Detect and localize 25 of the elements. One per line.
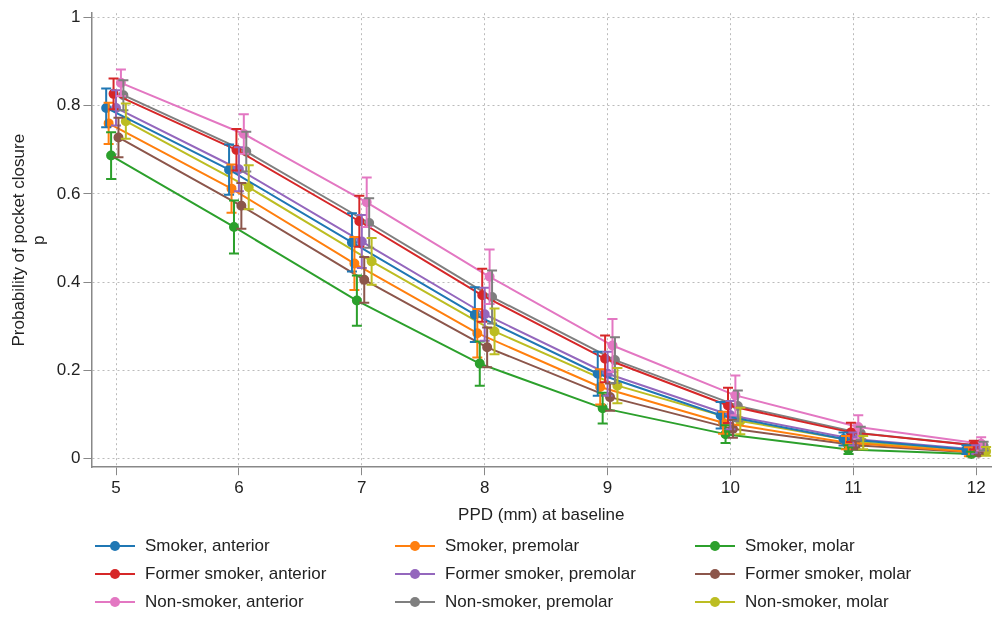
legend-label: Smoker, premolar <box>445 536 580 556</box>
legend-label: Non-smoker, molar <box>745 592 889 612</box>
x-tick-label: 12 <box>966 478 986 498</box>
y-tick-label: 0.2 <box>56 359 81 379</box>
legend-label: Smoker, anterior <box>145 536 270 556</box>
x-tick-label: 11 <box>844 478 863 498</box>
legend-label: Non-smoker, anterior <box>145 592 304 612</box>
legend-label: Former smoker, anterior <box>145 564 327 584</box>
legend-label: Non-smoker, premolar <box>445 592 614 612</box>
y-axis-title: Probability of pocket closure p <box>8 133 49 347</box>
legend-label: Former smoker, molar <box>745 564 912 584</box>
x-tick-label: 8 <box>479 478 490 498</box>
legend-label: Former smoker, premolar <box>445 564 636 584</box>
x-tick-label: 7 <box>357 478 367 498</box>
x-tick-label: 5 <box>111 478 121 498</box>
x-tick-label: 6 <box>234 478 244 498</box>
y-tick-label: 0 <box>70 448 81 468</box>
y-tick-label: 1 <box>70 7 81 27</box>
x-axis-title: PPD (mm) at baseline <box>458 505 625 525</box>
x-tick-label: 10 <box>721 478 740 498</box>
y-tick-label: 0.8 <box>56 95 81 115</box>
x-tick-label: 9 <box>602 478 613 498</box>
y-tick-label: 0.6 <box>56 183 81 203</box>
legend-label: Smoker, molar <box>745 536 855 556</box>
y-tick-label: 0.4 <box>56 271 81 291</box>
